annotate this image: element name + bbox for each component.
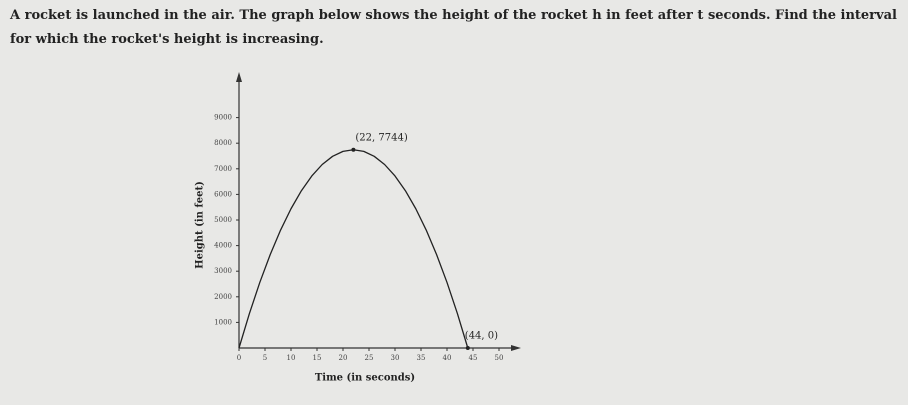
x-tick-label: 5 [263, 354, 267, 362]
y-tick-label: 8000 [214, 139, 232, 147]
y-tick-label: 6000 [214, 190, 232, 198]
x-tick-label: 15 [313, 354, 322, 362]
x-tick-label: 45 [469, 354, 478, 362]
x-tick-label: 35 [417, 354, 426, 362]
x-arrow [511, 345, 521, 351]
question: A rocket is launched in the air. The gra… [10, 8, 897, 47]
x-axis-label: Time (in seconds) [315, 373, 415, 384]
x-tick-label: 40 [443, 354, 452, 362]
y-tick-label: 1000 [214, 318, 232, 326]
annotation: (44, 0) [465, 331, 498, 342]
x-tick-label: 50 [495, 354, 504, 362]
y-tick-label: 9000 [214, 114, 232, 122]
x-tick-label: 10 [287, 354, 296, 362]
y-tick-label: 5000 [214, 216, 232, 224]
curve [238, 149, 469, 349]
y-tick-label: 7000 [214, 165, 232, 173]
y-arrow [236, 72, 242, 82]
annotation: (22, 7744) [355, 132, 407, 143]
y-tick-label: 4000 [214, 242, 232, 250]
annotation-point [351, 147, 356, 152]
y-axis-label: Height (in feet) [195, 181, 206, 269]
x-tick-label: 25 [365, 354, 374, 362]
x-tick-label: 20 [339, 354, 348, 362]
annotation-point [465, 346, 470, 350]
x-tick-label: 30 [391, 354, 400, 362]
y-tick-label: 3000 [214, 267, 232, 275]
y-tick-label: 2000 [214, 293, 232, 301]
x-tick-label: 0 [237, 354, 241, 362]
